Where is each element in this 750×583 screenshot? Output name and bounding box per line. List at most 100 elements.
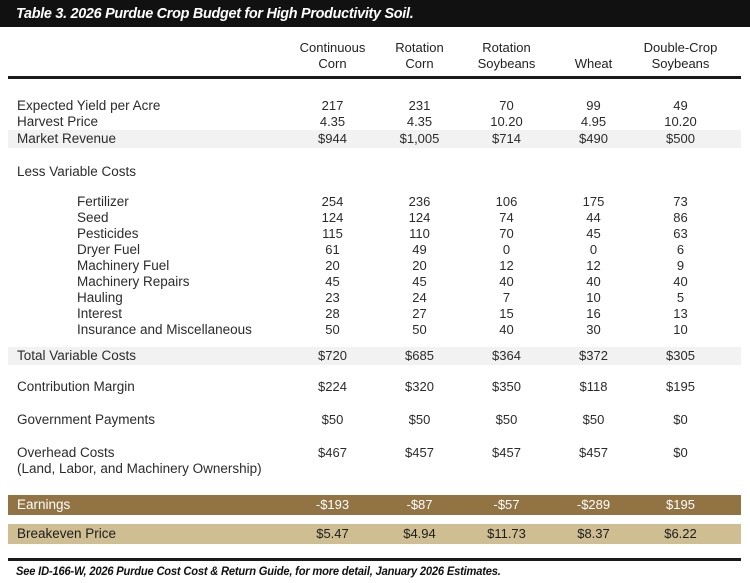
value-cell: $4.94 [403,526,436,541]
value-cell: $457 [405,445,434,460]
row-label: Machinery Repairs [77,274,190,289]
value-cell: $224 [318,379,347,394]
value-cell: 70 [499,226,514,241]
value-cell: 0 [502,242,511,257]
table-row: Hauling 23 24 7 10 5 [8,290,741,306]
value-cell: 74 [499,210,514,225]
value-cell: $1,005 [399,131,440,146]
value-cell: $364 [492,348,521,363]
value-cell: 7 [502,290,511,305]
value-cell: $50 [582,412,605,427]
value-cell: -$87 [406,497,433,512]
value-cell: $372 [579,348,608,363]
value-cell: 45 [412,274,427,289]
value-cell: 175 [582,194,605,209]
value-cell: $50 [321,412,344,427]
row-label: Total Variable Costs [17,348,137,363]
table-row: Machinery Repairs 45 45 40 40 40 [8,274,741,290]
row-label: Machinery Fuel [77,258,170,273]
value-cell: $350 [492,379,521,394]
value-cell: $467 [318,445,347,460]
value-cell: 10 [586,290,601,305]
row-label: Earnings [17,497,71,512]
row-label: Market Revenue [17,131,117,146]
table-row: Overhead Costs (Land, Labor, and Machiner… [8,445,741,477]
row-label: Breakeven Price [17,526,117,541]
value-cell: 30 [586,322,601,337]
value-cell: 70 [499,98,514,113]
spacer-row [8,148,741,164]
spacer-row [8,365,741,379]
column-header: Rotation Corn [395,40,444,71]
row-label: Interest [77,306,123,321]
value-cell: 6 [676,242,685,257]
value-cell: $500 [666,131,695,146]
value-cell: 49 [412,242,427,257]
value-cell: $457 [492,445,521,460]
table-row: Breakeven Price $5.47 $4.94 $11.73 $8.37 $6.2… [8,524,741,544]
column-header: Wheat [574,56,613,71]
table-title: Table 3. 2026 Purdue Crop Budget for Hig… [16,5,414,22]
value-cell: 45 [586,226,601,241]
value-cell: 44 [586,210,601,225]
value-cell: 4.35 [406,114,433,129]
value-cell: 254 [321,194,344,209]
spacer-row [8,338,741,347]
value-cell: $50 [408,412,431,427]
value-cell: $118 [579,379,608,394]
value-cell: 12 [586,258,601,273]
value-cell: $6.22 [664,526,697,541]
value-cell: 124 [408,210,431,225]
spacer-row [8,477,741,495]
value-cell: 115 [322,226,343,241]
value-cell: 106 [495,194,518,209]
row-label: Government Payments [17,412,156,427]
value-cell: 40 [499,322,514,337]
table-row: Interest 28 27 15 16 13 [8,306,741,322]
value-cell: $0 [673,445,688,460]
table-title-bar: Table 3. 2026 Purdue Crop Budget for Hig… [0,0,750,27]
value-cell: 99 [586,98,601,113]
value-cell: 110 [409,226,430,241]
value-cell: 231 [408,98,431,113]
column-header: Continuous Corn [299,40,366,71]
value-cell: -$57 [493,497,520,512]
table-row: Government Payments $50 $50 $50 $50 $0 [8,412,741,428]
table-row: Dryer Fuel 61 49 0 0 6 [8,242,741,258]
table-row: Contribution Margin $224 $320 $350 $118 $195 [8,379,741,395]
table-row: Machinery Fuel 20 20 12 12 9 [8,258,741,274]
spacer-row [8,180,741,194]
table-row: Seed 124 124 74 44 86 [8,210,741,226]
footnote: See ID-166-W, 2026 Purdue Cost Cost & Re… [16,566,501,578]
row-label: Less Variable Costs [17,164,137,179]
value-cell: 20 [412,258,427,273]
row-sublabel: (Land, Labor, and Machinery Ownership) [17,461,262,476]
value-cell: 0 [589,242,598,257]
value-cell: 20 [325,258,340,273]
spacer-row [8,515,741,524]
row-label: Pesticides [77,226,139,241]
table-row: Total Variable Costs $720 $685 $364 $372 $305 [8,347,741,365]
value-cell: 13 [673,306,688,321]
value-cell: 61 [325,242,340,257]
value-cell: 86 [673,210,688,225]
row-label: Seed [77,210,109,225]
row-label: Fertilizer [77,194,129,209]
row-label: Expected Yield per Acre [17,98,161,113]
value-cell: 63 [673,226,688,241]
header-rule [8,76,741,79]
value-cell: 4.95 [580,114,607,129]
value-cell: $685 [405,348,434,363]
value-cell: 16 [586,306,601,321]
value-cell: 15 [499,306,514,321]
value-cell: $8.37 [577,526,610,541]
value-cell: 10.20 [664,114,697,129]
value-cell: 10 [673,322,688,337]
row-label: Dryer Fuel [77,242,141,257]
value-cell: $457 [579,445,608,460]
value-cell: 73 [673,194,688,209]
row-label: Hauling [77,290,123,305]
spacer-row [8,395,741,412]
value-cell: -$193 [315,497,350,512]
